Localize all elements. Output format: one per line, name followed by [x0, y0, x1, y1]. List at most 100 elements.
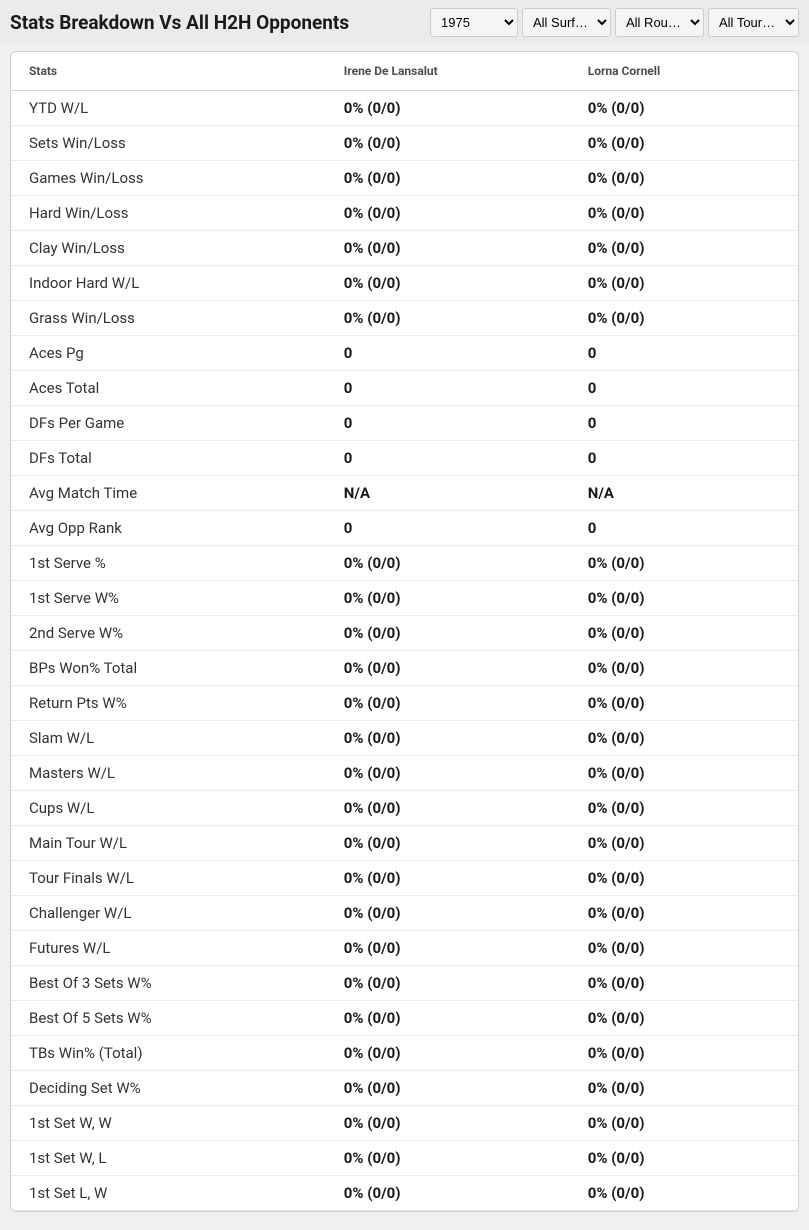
table-row: Masters W/L0% (0/0)0% (0/0): [11, 756, 798, 791]
player1-value: 0: [326, 511, 570, 546]
player1-value: 0: [326, 336, 570, 371]
table-row: 1st Set W, W0% (0/0)0% (0/0): [11, 1106, 798, 1141]
table-row: Indoor Hard W/L0% (0/0)0% (0/0): [11, 266, 798, 301]
table-row: 1st Serve W%0% (0/0)0% (0/0): [11, 581, 798, 616]
table-row: Deciding Set W%0% (0/0)0% (0/0): [11, 1071, 798, 1106]
col-header-stats: Stats: [11, 52, 326, 91]
col-header-player2: Lorna Cornell: [570, 52, 798, 91]
player1-value: 0% (0/0): [326, 1141, 570, 1176]
stat-label: Return Pts W%: [11, 686, 326, 721]
player1-value: 0% (0/0): [326, 231, 570, 266]
year-select[interactable]: 1975: [430, 8, 518, 37]
surface-select[interactable]: All Surf…: [522, 8, 611, 37]
stat-label: 2nd Serve W%: [11, 616, 326, 651]
stat-label: Sets Win/Loss: [11, 126, 326, 161]
stat-label: Challenger W/L: [11, 896, 326, 931]
stat-label: 1st Serve %: [11, 546, 326, 581]
stat-label: DFs Per Game: [11, 406, 326, 441]
player2-value: 0: [570, 371, 798, 406]
player2-value: 0% (0/0): [570, 791, 798, 826]
player1-value: 0: [326, 371, 570, 406]
table-header-row: Stats Irene De Lansalut Lorna Cornell: [11, 52, 798, 91]
stat-label: Aces Pg: [11, 336, 326, 371]
table-row: DFs Total00: [11, 441, 798, 476]
player1-value: 0% (0/0): [326, 266, 570, 301]
player2-value: 0% (0/0): [570, 826, 798, 861]
stat-label: Tour Finals W/L: [11, 861, 326, 896]
table-row: Cups W/L0% (0/0)0% (0/0): [11, 791, 798, 826]
table-row: Hard Win/Loss0% (0/0)0% (0/0): [11, 196, 798, 231]
rounds-select[interactable]: All Rou…: [615, 8, 704, 37]
player1-value: 0% (0/0): [326, 1071, 570, 1106]
player1-value: 0% (0/0): [326, 931, 570, 966]
player1-value: 0% (0/0): [326, 161, 570, 196]
player2-value: 0% (0/0): [570, 581, 798, 616]
player1-value: 0% (0/0): [326, 756, 570, 791]
table-row: Return Pts W%0% (0/0)0% (0/0): [11, 686, 798, 721]
player2-value: 0% (0/0): [570, 91, 798, 126]
player2-value: 0% (0/0): [570, 231, 798, 266]
player1-value: 0% (0/0): [326, 966, 570, 1001]
player2-value: 0% (0/0): [570, 861, 798, 896]
player2-value: 0% (0/0): [570, 196, 798, 231]
player1-value: 0% (0/0): [326, 616, 570, 651]
player1-value: 0% (0/0): [326, 196, 570, 231]
table-row: DFs Per Game00: [11, 406, 798, 441]
table-row: 1st Set L, W0% (0/0)0% (0/0): [11, 1176, 798, 1211]
stat-label: Best Of 5 Sets W%: [11, 1001, 326, 1036]
stats-table-container: Stats Irene De Lansalut Lorna Cornell YT…: [10, 51, 799, 1212]
player1-value: 0% (0/0): [326, 126, 570, 161]
player1-value: 0% (0/0): [326, 791, 570, 826]
stat-label: 1st Serve W%: [11, 581, 326, 616]
player2-value: 0: [570, 406, 798, 441]
player2-value: 0% (0/0): [570, 756, 798, 791]
player2-value: 0: [570, 511, 798, 546]
table-row: Aces Total00: [11, 371, 798, 406]
stat-label: Avg Opp Rank: [11, 511, 326, 546]
player2-value: 0% (0/0): [570, 1176, 798, 1211]
player1-value: 0% (0/0): [326, 1036, 570, 1071]
player2-value: 0% (0/0): [570, 686, 798, 721]
stats-header: Stats Breakdown Vs All H2H Opponents 197…: [0, 0, 809, 45]
player1-value: 0% (0/0): [326, 651, 570, 686]
table-row: Grass Win/Loss0% (0/0)0% (0/0): [11, 301, 798, 336]
table-row: Aces Pg00: [11, 336, 798, 371]
player2-value: 0% (0/0): [570, 1001, 798, 1036]
table-row: TBs Win% (Total)0% (0/0)0% (0/0): [11, 1036, 798, 1071]
tour-select[interactable]: All Tour…: [708, 8, 799, 37]
stat-label: Aces Total: [11, 371, 326, 406]
player1-value: 0% (0/0): [326, 581, 570, 616]
table-row: Challenger W/L0% (0/0)0% (0/0): [11, 896, 798, 931]
stat-label: YTD W/L: [11, 91, 326, 126]
stat-label: Hard Win/Loss: [11, 196, 326, 231]
player2-value: 0% (0/0): [570, 1106, 798, 1141]
table-row: Slam W/L0% (0/0)0% (0/0): [11, 721, 798, 756]
player2-value: 0% (0/0): [570, 651, 798, 686]
table-row: Futures W/L0% (0/0)0% (0/0): [11, 931, 798, 966]
stat-label: 1st Set W, W: [11, 1106, 326, 1141]
player1-value: 0% (0/0): [326, 861, 570, 896]
player1-value: 0% (0/0): [326, 686, 570, 721]
player2-value: 0% (0/0): [570, 546, 798, 581]
table-row: 1st Serve %0% (0/0)0% (0/0): [11, 546, 798, 581]
table-row: 2nd Serve W%0% (0/0)0% (0/0): [11, 616, 798, 651]
stat-label: Indoor Hard W/L: [11, 266, 326, 301]
player2-value: 0: [570, 441, 798, 476]
page-title: Stats Breakdown Vs All H2H Opponents: [10, 11, 349, 34]
table-row: Avg Match TimeN/AN/A: [11, 476, 798, 511]
player2-value: 0% (0/0): [570, 966, 798, 1001]
stat-label: TBs Win% (Total): [11, 1036, 326, 1071]
player1-value: N/A: [326, 476, 570, 511]
stat-label: Clay Win/Loss: [11, 231, 326, 266]
stat-label: Grass Win/Loss: [11, 301, 326, 336]
table-row: Avg Opp Rank00: [11, 511, 798, 546]
player2-value: 0% (0/0): [570, 1036, 798, 1071]
player1-value: 0% (0/0): [326, 546, 570, 581]
stat-label: Futures W/L: [11, 931, 326, 966]
col-header-player1: Irene De Lansalut: [326, 52, 570, 91]
stat-label: Deciding Set W%: [11, 1071, 326, 1106]
stat-label: Avg Match Time: [11, 476, 326, 511]
player1-value: 0% (0/0): [326, 721, 570, 756]
stat-label: Main Tour W/L: [11, 826, 326, 861]
stat-label: Games Win/Loss: [11, 161, 326, 196]
